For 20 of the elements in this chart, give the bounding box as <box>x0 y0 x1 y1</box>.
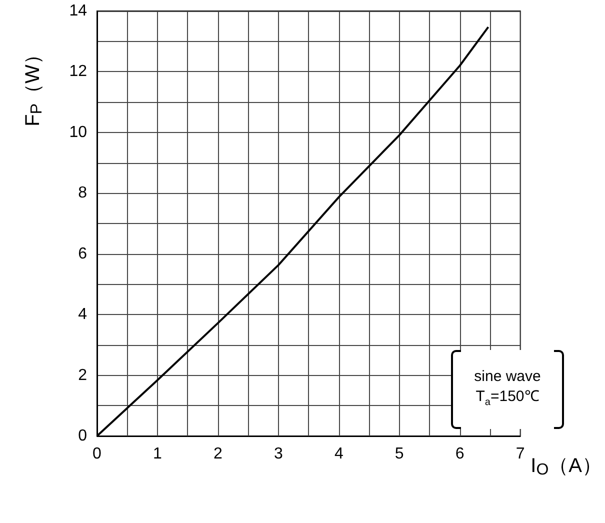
y-tick-label: 12 <box>69 63 88 80</box>
y-tick-label: 4 <box>78 306 88 324</box>
x-tick-label: 3 <box>274 446 283 462</box>
y-tick-label: 6 <box>78 245 88 262</box>
y-tick-label: 10 <box>69 124 88 141</box>
x-tick-label: 0 <box>92 446 102 462</box>
y-axis-title: FP（W） <box>22 44 46 126</box>
bracketed-note: sine wave T$_{a}$=150℃ <box>451 350 564 429</box>
y-tick-label: 8 <box>78 184 88 202</box>
annotation: T$_{a}$=150℃ <box>476 386 540 410</box>
x-tick-label: 6 <box>455 446 464 462</box>
annotation: sine wave <box>474 366 541 386</box>
x-tick-label: 2 <box>213 446 222 462</box>
x-tick-label: 5 <box>394 446 404 462</box>
x-tick-label: 4 <box>334 446 344 462</box>
y-tick-label: 0 <box>78 428 88 444</box>
y-tick-label: 14 <box>69 2 88 20</box>
x-tick-label: 1 <box>153 446 162 462</box>
y-tick-label: 2 <box>78 366 88 384</box>
x-tick-label: 7 <box>516 446 525 462</box>
